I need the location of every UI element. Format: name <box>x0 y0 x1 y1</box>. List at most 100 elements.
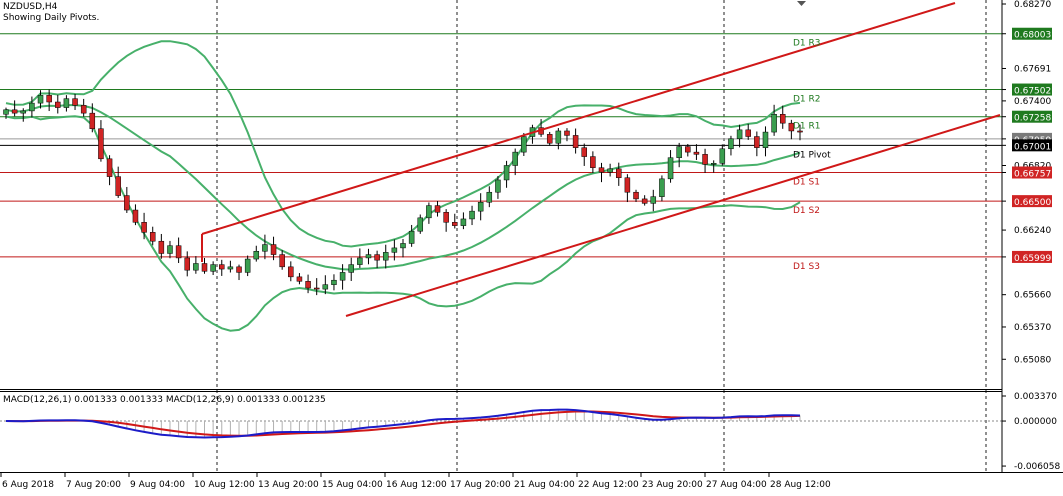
lower-trendline[interactable] <box>345 114 1001 317</box>
candle-body[interactable] <box>124 195 130 211</box>
candle-body[interactable] <box>175 245 182 259</box>
candle-body[interactable] <box>236 266 242 273</box>
candle-body[interactable] <box>322 284 329 290</box>
candle-body[interactable] <box>20 110 27 114</box>
candle-body[interactable] <box>693 151 700 155</box>
candle-body[interactable] <box>201 263 208 272</box>
candle-body[interactable] <box>262 244 268 252</box>
candle-body[interactable] <box>210 264 216 272</box>
candle-body[interactable] <box>581 147 587 157</box>
candle-body[interactable] <box>434 205 441 213</box>
candle-body[interactable] <box>616 168 622 178</box>
candle-body[interactable] <box>719 148 726 164</box>
candle-body[interactable] <box>115 176 121 196</box>
candle-body[interactable] <box>546 134 553 144</box>
candle-body[interactable] <box>779 114 786 124</box>
candle-body[interactable] <box>357 257 363 265</box>
candle-body[interactable] <box>590 156 596 168</box>
candle-body[interactable] <box>132 209 139 223</box>
candle-body[interactable] <box>98 128 104 160</box>
candle-body[interactable] <box>417 217 424 232</box>
candle-body[interactable] <box>495 179 501 193</box>
candle-body[interactable] <box>382 252 389 261</box>
candle-body[interactable] <box>797 130 803 133</box>
candle-body[interactable] <box>279 254 285 268</box>
candle-body[interactable] <box>193 263 199 271</box>
candle-body[interactable] <box>141 222 147 233</box>
candle-body[interactable] <box>736 129 743 140</box>
candle-body[interactable] <box>365 254 372 259</box>
candle-body[interactable] <box>339 272 346 281</box>
price-axis-label: 0.66757 <box>1014 170 1051 180</box>
candle-body[interactable] <box>227 266 234 270</box>
candle-body[interactable] <box>754 136 760 148</box>
candle-body[interactable] <box>158 240 165 254</box>
candle-body[interactable] <box>374 254 380 261</box>
candle-body[interactable] <box>184 257 190 271</box>
candle-body[interactable] <box>659 178 665 197</box>
candle-body[interactable] <box>788 122 795 132</box>
candle-body[interactable] <box>521 136 527 153</box>
candle-body[interactable] <box>555 130 562 144</box>
candle-body[interactable] <box>641 198 648 204</box>
candle-body[interactable] <box>219 264 225 270</box>
band-lower <box>5 115 801 332</box>
candle-body[interactable] <box>37 95 44 104</box>
candle-body[interactable] <box>477 201 484 212</box>
candle-body[interactable] <box>400 243 406 249</box>
candle-body[interactable] <box>63 98 70 108</box>
candle-body[interactable] <box>702 154 708 165</box>
candle-body[interactable] <box>728 138 734 150</box>
candle-body[interactable] <box>452 222 458 226</box>
candle-body[interactable] <box>80 105 87 114</box>
candle-body[interactable] <box>72 98 78 106</box>
candle-body[interactable] <box>348 264 354 273</box>
candle-body[interactable] <box>426 205 432 219</box>
candle-body[interactable] <box>564 130 570 136</box>
candle-body[interactable] <box>46 95 52 103</box>
symbol-label: NZDUSD,H4 <box>3 2 58 12</box>
candle-body[interactable] <box>391 247 398 253</box>
candle-body[interactable] <box>244 258 251 273</box>
candle-body[interactable] <box>607 168 613 173</box>
candle-body[interactable] <box>667 157 674 180</box>
candle-body[interactable] <box>598 167 605 173</box>
candle-body[interactable] <box>167 245 173 254</box>
price-axis-marker <box>1012 83 1052 96</box>
candle-body[interactable] <box>305 281 311 289</box>
candle-body[interactable] <box>408 230 415 244</box>
upper-trendline[interactable] <box>201 2 956 235</box>
candle-body[interactable] <box>89 112 96 129</box>
candle-body[interactable] <box>503 165 510 181</box>
candle-body[interactable] <box>313 287 320 290</box>
candle-body[interactable] <box>253 250 260 260</box>
candle-body[interactable] <box>745 129 751 137</box>
candle-body[interactable] <box>3 109 9 115</box>
candle-body[interactable] <box>486 191 493 203</box>
macd-axis-label: 0.000000 <box>1014 417 1057 427</box>
candle-body[interactable] <box>771 114 777 133</box>
candle-body[interactable] <box>460 218 467 226</box>
candle-body[interactable] <box>443 212 449 223</box>
candle-body[interactable] <box>29 102 35 112</box>
candle-body[interactable] <box>106 158 113 177</box>
candle-body[interactable] <box>512 151 518 166</box>
candle-body[interactable] <box>11 109 18 114</box>
candle-body[interactable] <box>710 163 717 165</box>
candle-body[interactable] <box>624 177 631 193</box>
candle-body[interactable] <box>572 135 579 148</box>
candle-body[interactable] <box>270 244 277 255</box>
candle-body[interactable] <box>296 276 303 282</box>
candle-body[interactable] <box>685 146 691 153</box>
candle-body[interactable] <box>633 191 639 200</box>
candle-body[interactable] <box>650 196 657 204</box>
candle-body[interactable] <box>55 101 61 108</box>
candle-body[interactable] <box>469 210 475 220</box>
candle-body[interactable] <box>288 266 294 278</box>
candle-body[interactable] <box>331 279 337 285</box>
candle-body[interactable] <box>762 131 769 148</box>
candle-body[interactable] <box>149 232 156 242</box>
shift-arrow-icon[interactable] <box>797 1 806 6</box>
candle-body[interactable] <box>676 146 682 158</box>
